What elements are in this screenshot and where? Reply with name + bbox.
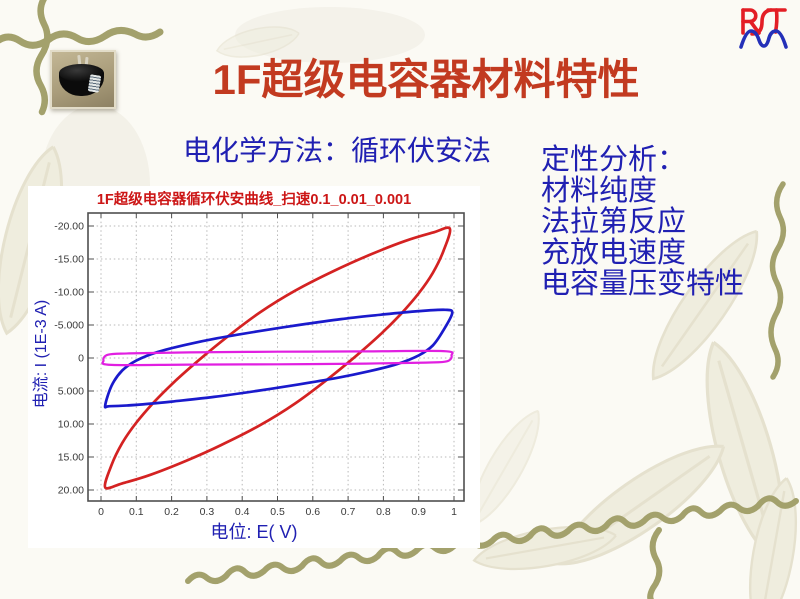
x-axis-label: 电位: E( V)	[210, 522, 298, 542]
subtitle-method: 电化学方法：循环伏安法	[183, 135, 492, 166]
chart-plot-area: 0 0.1 0.2 0.3 0.4 0.5 0.6 0.7 0.8 0.9 1 -20.00 -15.0…	[54, 212, 465, 518]
y-tick-label: -15.00	[54, 254, 84, 266]
x-tick-label: 0.7	[341, 506, 356, 518]
cv-chart: 1F超级电容器循环伏安曲线_扫速0.1_0.01_0.001 电流: I (1E…	[28, 186, 480, 548]
y-tick-label: 5.000	[58, 386, 84, 398]
analysis-item: 法拉第反应	[541, 206, 687, 238]
y-tick-label: 20.00	[58, 485, 84, 497]
x-tick-label: 0.5	[270, 506, 285, 518]
right-vertical-squiggle	[768, 181, 787, 380]
y-tick-label: 10.00	[58, 419, 84, 431]
y-tick-label: 15.00	[58, 452, 84, 464]
y-tick-label: -10.00	[54, 287, 84, 299]
chart-title: 1F超级电容器循环伏安曲线_扫速0.1_0.01_0.001	[96, 192, 412, 208]
x-tick-label: 0.3	[200, 506, 215, 518]
capacitor-label	[87, 74, 102, 93]
x-tick-label: 0.1	[129, 506, 144, 518]
analysis-list: 定性分析： 材料纯度 法拉第反应 充放电速度 电容量压变特性	[541, 145, 744, 300]
capacitor-photo	[50, 50, 116, 109]
x-tick-label: 0.4	[235, 506, 250, 518]
analysis-item: 材料纯度	[541, 175, 658, 207]
y-tick-label: -20.00	[54, 221, 84, 233]
bottom-right-vertical-squiggle	[647, 527, 663, 599]
y-axis-label: 电流: I (1E-3 A)	[33, 299, 50, 409]
x-tick-label: 0.6	[305, 506, 320, 518]
x-tick-label: 0	[98, 506, 104, 518]
x-tick-label: 1	[451, 506, 457, 518]
x-tick-label: 0.8	[376, 506, 391, 518]
plot-frame	[87, 212, 465, 502]
cv-curve-scan-0p01	[103, 308, 454, 409]
cv-curve-scan-0p001	[101, 349, 454, 367]
top-wave	[0, 27, 164, 49]
analysis-heading: 定性分析：	[541, 144, 687, 176]
x-tick-label: 0.9	[411, 506, 426, 518]
x-tick-label: 0.2	[164, 506, 179, 518]
y-tick-label: -5.000	[54, 320, 84, 332]
rst-logo-icon	[739, 8, 788, 49]
top-left-vertical-squiggle	[33, 0, 51, 116]
page-title: 1F超级电容器材料特性	[212, 56, 640, 103]
cv-curve-scan-0p1	[103, 226, 452, 490]
y-tick-label: 0	[78, 353, 84, 365]
bottom-wave	[185, 495, 799, 584]
analysis-item: 电容量压变特性	[541, 268, 745, 300]
analysis-item: 充放电速度	[541, 237, 687, 269]
